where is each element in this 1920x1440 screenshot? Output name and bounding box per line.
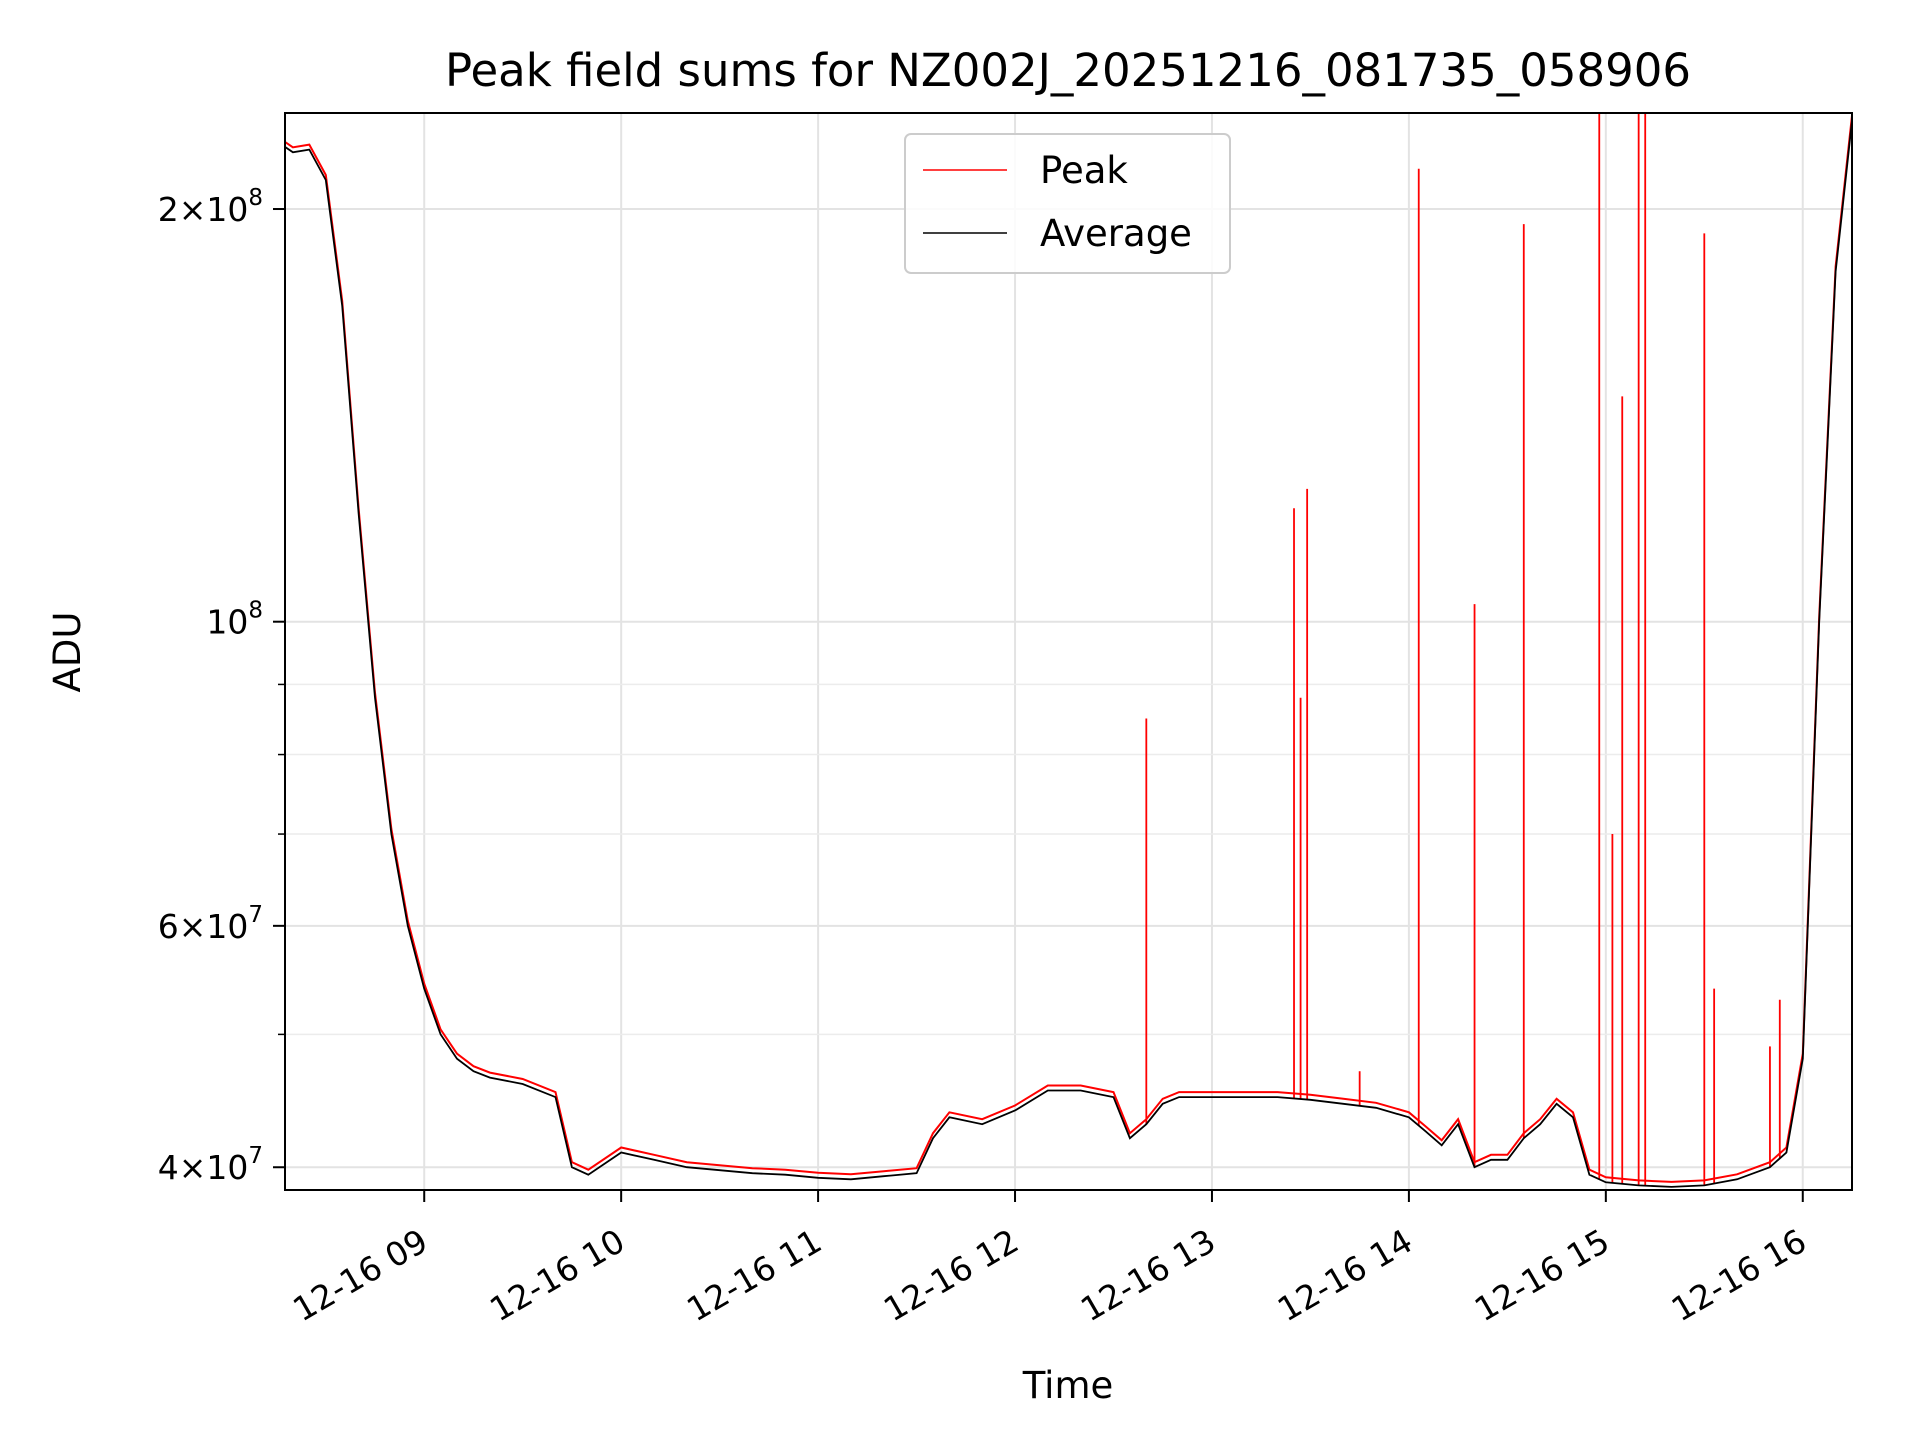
chart-title: Peak field sums for NZ002J_20251216_0817… xyxy=(445,44,1691,97)
y-axis-label: ADU xyxy=(46,612,89,693)
legend-box xyxy=(904,133,1231,274)
series-group xyxy=(285,113,1852,1188)
y-tick-label: 108 xyxy=(206,598,263,642)
x-axis-label: Time xyxy=(1022,1364,1114,1407)
y-tick-label: 4×107 xyxy=(158,1143,263,1187)
plot-frame xyxy=(284,112,1853,1191)
series-peak-line xyxy=(285,115,1852,1183)
series-average-line xyxy=(285,120,1852,1188)
y-axis: 4×107 6×107 108 2×108 xyxy=(158,185,285,1187)
plot-area xyxy=(285,113,1852,1188)
y-tick-label: 6×107 xyxy=(158,902,263,946)
y-tick-label: 2×108 xyxy=(158,185,263,229)
legend: Peak Average xyxy=(904,133,1231,274)
legend-label-peak: Peak xyxy=(1040,149,1128,192)
legend-label-average: Average xyxy=(1040,212,1192,255)
grid-lines xyxy=(285,113,1852,1190)
